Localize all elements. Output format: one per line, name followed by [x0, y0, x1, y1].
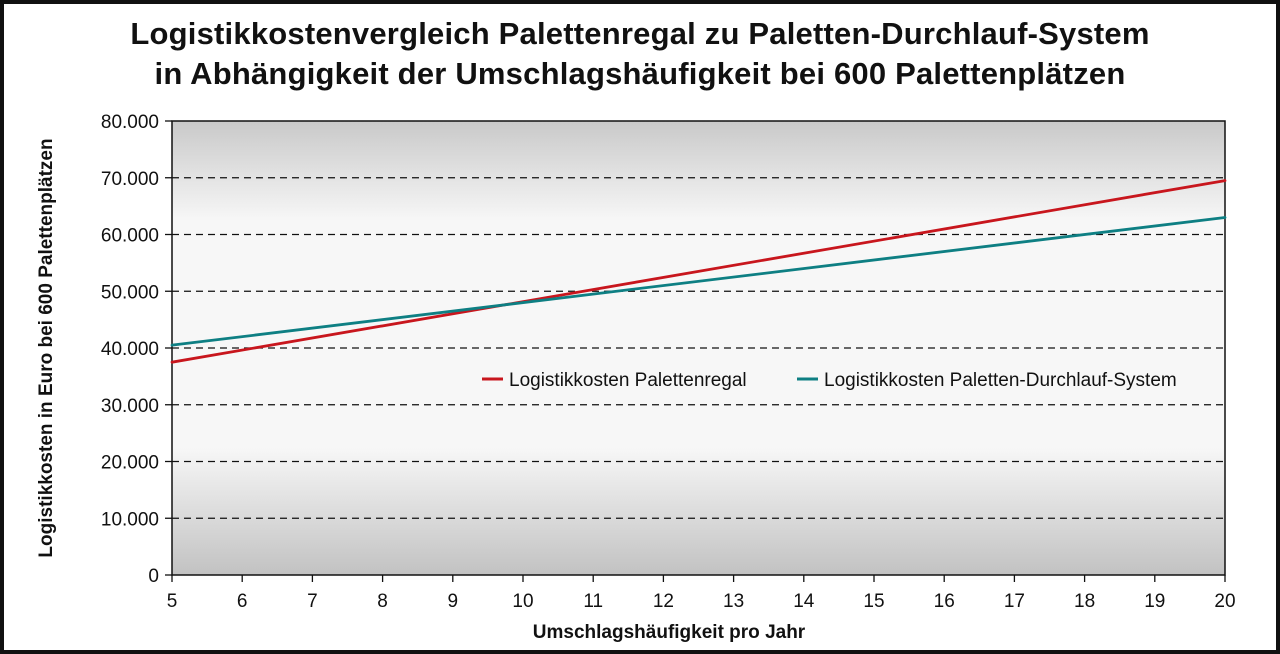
x-tick-label: 11 [583, 591, 603, 612]
x-tick-label: 5 [167, 591, 178, 612]
x-tick-label: 13 [723, 591, 744, 612]
x-tick-label: 12 [653, 591, 674, 612]
series-line-1 [170, 179, 1227, 364]
y-tick-label: 10.000 [101, 509, 159, 530]
x-tick-label: 20 [1214, 591, 1235, 612]
chart-title: Logistikkostenvergleich Palettenregal zu… [0, 14, 1280, 94]
y-tick-label: 0 [148, 566, 159, 587]
x-tick-label: 10 [512, 591, 533, 612]
x-tick-label: 6 [237, 591, 248, 612]
axes: 0 10.000 20.000 30.000 40.000 50.000 60.000 70.… [101, 112, 1236, 612]
chart-title-line-1: Logistikkostenvergleich Palettenregal zu… [130, 16, 1150, 51]
x-tick-label: 9 [448, 591, 459, 612]
x-tick-label: 19 [1144, 591, 1165, 612]
legend-label-1: Logistikkosten Palettenregal [509, 370, 747, 391]
x-tick-label: 14 [793, 591, 815, 612]
series-line-2 [170, 216, 1227, 347]
x-tick-label: 17 [1004, 591, 1025, 612]
x-tick-label: 7 [307, 591, 318, 612]
x-axis-label: Umschlagshäufigkeit pro Jahr [533, 622, 806, 643]
y-axis-label: Logistikkosten in Euro bei 600 Palettenp… [36, 138, 57, 557]
legend: Logistikkosten Palettenregal Logistikkost… [482, 370, 1177, 391]
y-tick-label: 50.000 [101, 282, 159, 303]
y-tick-label: 60.000 [101, 226, 159, 247]
legend-label-2: Logistikkosten Paletten-Durchlauf-System [824, 370, 1177, 391]
chart-title-line-2: in Abhängigkeit der Umschlagshäufigkeit … [154, 56, 1126, 91]
x-tick-label: 18 [1074, 591, 1095, 612]
y-tick-label: 70.000 [101, 169, 159, 190]
x-tick-label: 16 [934, 591, 955, 612]
y-tick-label: 40.000 [101, 339, 159, 360]
y-tick-label: 30.000 [101, 396, 159, 417]
y-tick-label: 20.000 [101, 453, 159, 474]
x-tick-label: 8 [377, 591, 388, 612]
x-tick-label: 15 [863, 591, 884, 612]
y-tick-label: 80.000 [101, 112, 159, 133]
grid-lines [172, 177, 1225, 519]
series-lines [170, 179, 1227, 364]
